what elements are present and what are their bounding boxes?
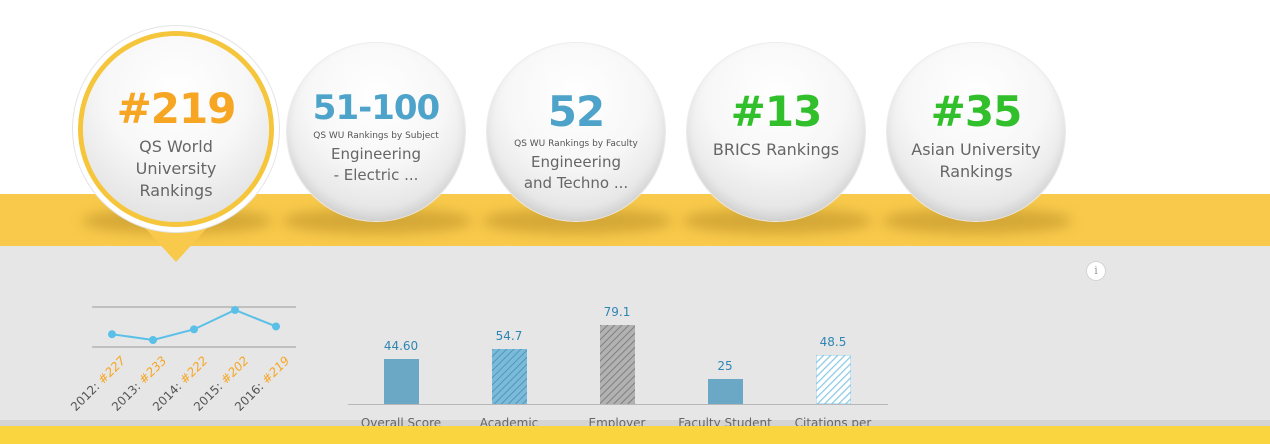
score-bar-fill xyxy=(708,379,743,404)
ranking-value: #13 xyxy=(730,87,823,136)
ranking-title: Engineering and Techno ... xyxy=(523,153,629,192)
bar-value-label: 48.5 xyxy=(819,335,847,349)
rank-point xyxy=(108,330,116,339)
ranking-title: Asian University Rankings xyxy=(911,140,1041,181)
rank-point xyxy=(149,336,157,344)
active-ranking-pointer xyxy=(145,228,207,262)
score-bar-fill xyxy=(384,359,419,404)
ranking-title: Engineering - Electric ... xyxy=(331,145,421,184)
bar-value-label: 79.1 xyxy=(603,305,631,319)
info-icon[interactable]: i xyxy=(1086,261,1106,281)
ranking-tab-brics[interactable]: #13 BRICS Rankings xyxy=(687,43,865,221)
bar-category-label: Employer xyxy=(588,416,646,426)
score-bar xyxy=(384,359,419,404)
ranking-value: #219 xyxy=(116,84,237,133)
bar-category-label: Overall Score xyxy=(360,416,442,426)
score-bar-fill xyxy=(492,349,527,404)
bar-value-label: 54.7 xyxy=(495,329,523,343)
ranking-tab-subject[interactable]: 51-100 QS WU Rankings by Subject Enginee… xyxy=(287,43,465,221)
ranking-value: 51-100 xyxy=(312,88,440,128)
score-bar xyxy=(492,349,527,404)
ranking-tab-asian[interactable]: #35 Asian University Rankings xyxy=(887,43,1065,221)
rank-point xyxy=(231,306,239,314)
bottom-bar xyxy=(0,426,1270,444)
rank-point xyxy=(190,325,198,334)
bar-category-label: Academic xyxy=(479,416,539,426)
score-bar xyxy=(600,325,635,404)
rank-point xyxy=(272,322,280,331)
bar-category-label: Citations per xyxy=(794,416,872,426)
rank-series-line xyxy=(111,308,277,342)
ranking-title: QS World University Rankings xyxy=(135,137,217,200)
ranking-title: BRICS Rankings xyxy=(712,140,840,159)
ranking-subtitle: QS WU Rankings by Subject xyxy=(313,131,439,141)
ranking-value: #35 xyxy=(930,87,1023,136)
ranking-value: 52 xyxy=(547,87,605,136)
ranking-tab-qs-world[interactable]: #219 QS World University Rankings xyxy=(83,36,269,222)
rank-history-chart xyxy=(92,306,296,348)
score-bar-fill xyxy=(600,325,635,404)
bar-category-label: Faculty Student xyxy=(678,416,772,426)
score-bar xyxy=(816,355,851,404)
ranking-tab-faculty[interactable]: 52 QS WU Rankings by Faculty Engineering… xyxy=(487,43,665,221)
panel-edge xyxy=(0,420,1270,426)
score-bar-fill xyxy=(816,355,851,404)
ranking-subtitle: QS WU Rankings by Faculty xyxy=(514,139,638,149)
bar-value-label: 44.60 xyxy=(383,339,419,353)
bar-chart-axis xyxy=(348,404,888,405)
details-panel xyxy=(0,246,1270,424)
bar-value-label: 25 xyxy=(717,359,733,373)
score-bar xyxy=(708,379,743,404)
